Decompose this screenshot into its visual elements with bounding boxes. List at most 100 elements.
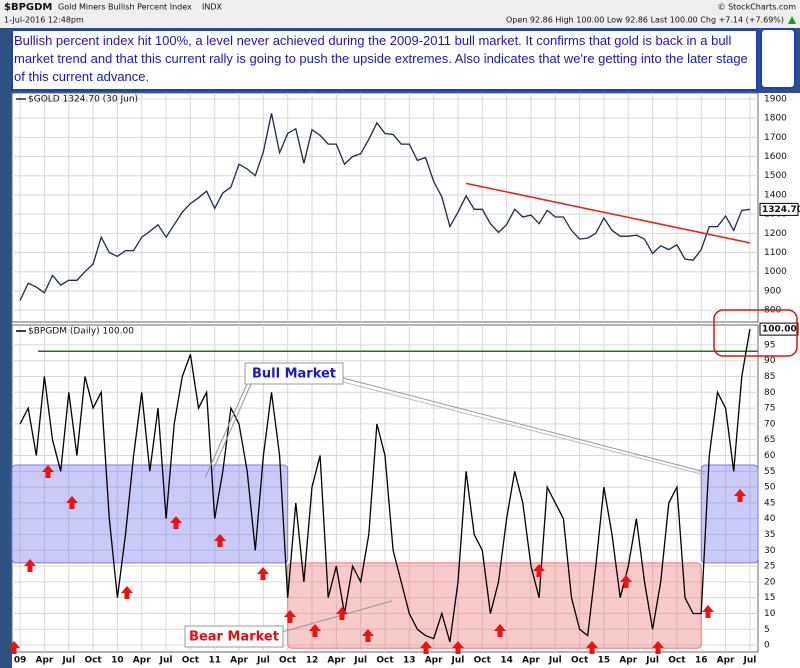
region (700, 464, 759, 564)
y-tick-label: 75 (764, 404, 775, 414)
x-tick-label: Oct (182, 656, 200, 666)
y-tick-label: 1400 (764, 190, 787, 200)
y-tick-label: 40 (764, 514, 776, 524)
callout-label: Bull Market (252, 367, 336, 382)
x-tick-label: 12 (306, 656, 319, 666)
symbol: $BPGDM (4, 2, 52, 13)
signal-arrow (66, 496, 78, 509)
y-tick-label: 1900 (764, 94, 787, 104)
side-box (760, 28, 796, 89)
x-tick-label: 13 (403, 656, 416, 666)
x-tick-label: Jul (451, 656, 465, 666)
header-bar (0, 0, 800, 28)
x-tick-label: Jul (548, 656, 562, 666)
x-tick-label: 14 (500, 656, 513, 666)
signal-arrow (214, 534, 226, 547)
y-tick-label: 15 (764, 593, 775, 603)
signal-arrow (284, 610, 296, 623)
signal-arrow (734, 489, 746, 502)
y-tick-label: 5 (764, 625, 770, 635)
x-tick-label: Apr (230, 656, 248, 666)
signal-arrow (420, 641, 432, 654)
x-tick-label: Jul (645, 656, 659, 666)
x-tick-label: Jul (256, 656, 270, 666)
x-tick-label: Oct (376, 656, 394, 666)
callout-label: Bear Market (189, 630, 279, 645)
y-tick-label: 1600 (764, 152, 787, 162)
x-tick-label: Jul (742, 656, 756, 666)
x-tick-label: 16 (695, 656, 708, 666)
y-tick-label: 20 (764, 577, 776, 587)
x-tick-label: 09 (14, 656, 27, 666)
x-tick-label: Apr (425, 656, 443, 666)
x-tick-label: Oct (84, 656, 102, 666)
last-value-box (759, 322, 799, 336)
x-tick-label: Oct (571, 656, 589, 666)
signal-arrow (702, 605, 714, 618)
y-tick-label: 35 (764, 530, 775, 540)
signal-arrow (42, 465, 54, 478)
y-tick-label: 50 (764, 483, 776, 493)
y-tick-label: 10 (764, 609, 776, 619)
callout-box (244, 362, 344, 385)
date: 1-Jul-2016 12:48pm (4, 16, 84, 25)
callout-line (342, 377, 706, 473)
signal-arrow (533, 564, 545, 577)
x-tick-label: Apr (36, 656, 54, 666)
callout-box (184, 625, 284, 648)
x-tick-label: Jul (353, 656, 367, 666)
signal-arrow (362, 629, 374, 642)
legend-label: $BPGDM (Daily) 100.00 (28, 327, 134, 337)
y-tick-label: 60 (764, 451, 776, 461)
signal-arrow (452, 641, 464, 654)
y-tick-label: 70 (764, 419, 776, 429)
signal-arrow (586, 641, 598, 654)
callout-line (204, 383, 248, 479)
y-tick-label: 1700 (764, 133, 787, 143)
x-tick-label: 11 (208, 656, 221, 666)
x-tick-label: Apr (133, 656, 151, 666)
signal-arrow (620, 575, 632, 588)
y-tick-label: 1500 (764, 171, 787, 181)
y-tick-label: 0 (764, 641, 770, 651)
last-value-label: 1324.70 (762, 205, 800, 215)
callout-line (212, 383, 252, 471)
x-tick-label: 15 (598, 656, 611, 666)
x-tick-label: Apr (619, 656, 637, 666)
x-tick-label: Jul (159, 656, 173, 666)
y-tick-label: 900 (764, 286, 781, 296)
callout-line (342, 381, 706, 476)
y-tick-label: 85 (764, 372, 775, 382)
y-tick-label: 90 (764, 356, 776, 366)
note: Bullish percent index hit 100%, a level … (14, 33, 748, 84)
callout-line (281, 600, 393, 633)
x-tick-label: 10 (111, 656, 124, 666)
y-tick-label: 55 (764, 467, 775, 477)
y-tick-label: 1000 (764, 267, 787, 277)
note-box (11, 29, 758, 91)
x-tick-label: Oct (279, 656, 297, 666)
signal-arrow (170, 516, 182, 529)
credit: © StockCharts.com (718, 3, 797, 12)
legend-label: $GOLD 1324.70 (30 Jun) (28, 95, 138, 105)
y-tick-label: 45 (764, 498, 775, 508)
x-tick-label: Apr (717, 656, 735, 666)
y-tick-label: 1100 (764, 248, 787, 258)
region (11, 464, 289, 564)
highlight-circle (713, 309, 798, 357)
y-tick-label: 65 (764, 435, 775, 445)
y-tick-label: 1800 (764, 114, 787, 124)
signal-arrow (24, 559, 36, 572)
last-value-label: 100.00 (762, 325, 797, 335)
signal-arrow (121, 586, 133, 599)
signal-arrow (309, 624, 321, 637)
region (287, 562, 702, 649)
y-tick-label: 95 (764, 340, 775, 350)
last-value-box (759, 202, 799, 216)
x-tick-label: Oct (668, 656, 686, 666)
exchange: INDX (202, 3, 223, 12)
y-tick-label: 30 (764, 546, 776, 556)
signal-arrow (336, 607, 348, 620)
